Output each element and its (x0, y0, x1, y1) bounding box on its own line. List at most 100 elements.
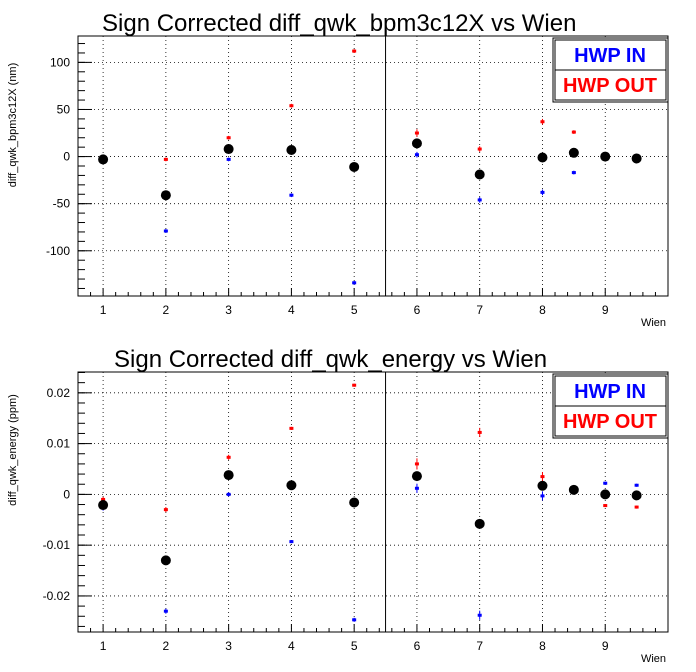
y-tick-label: -0.02 (43, 589, 71, 603)
average-point (631, 153, 642, 164)
y-axis-label-1: diff_qwk_bpm3c12X (nm) (7, 63, 19, 188)
hwp-out-point (163, 157, 168, 161)
hwp-in-point (414, 486, 419, 490)
chart-panel-1: Sign Corrected diff_qwk_bpm3c12X vs Wien… (7, 10, 669, 329)
average-point (537, 152, 548, 163)
y-tick-label: 50 (57, 102, 71, 116)
hwp-in-point (603, 481, 608, 485)
x-tick-label: 2 (163, 639, 170, 653)
hwp-in-point (540, 494, 545, 498)
hwp-out-point (414, 462, 419, 466)
legend-entry-box-out-1 (554, 69, 667, 101)
average-point (349, 161, 360, 172)
average-point (223, 470, 234, 481)
hwp-in-point (477, 198, 482, 202)
legend-1: HWP IN HWP OUT (552, 37, 669, 103)
chart-title-2: Sign Corrected diff_qwk_energy vs Wien (114, 346, 547, 373)
x-axis-label-1: Wien (641, 317, 666, 329)
hwp-in-point (352, 618, 357, 622)
hwp-in-point (289, 193, 294, 197)
average-point (600, 489, 611, 500)
legend-entry-box-in-1 (554, 39, 667, 71)
x-tick-label: 1 (100, 639, 107, 653)
average-point (474, 169, 485, 180)
hwp-out-point (226, 455, 231, 459)
hwp-out-point (477, 147, 482, 151)
hwp-in-point (163, 229, 168, 233)
x-tick-label: 1 (100, 303, 107, 317)
hwp-out-point (540, 120, 545, 124)
hwp-in-point (414, 153, 419, 157)
hwp-in-point (226, 157, 231, 161)
hwp-out-point (477, 430, 482, 434)
x-tick-label: 9 (602, 303, 609, 317)
markers-1 (98, 49, 642, 285)
x-tick-label: 7 (476, 639, 483, 653)
x-tick-label: 6 (414, 639, 421, 653)
average-point (600, 151, 611, 162)
y-tick-label: 0.02 (47, 386, 71, 400)
y-tick-label: 100 (50, 55, 70, 69)
hwp-in-point (540, 190, 545, 194)
chart-title-1: Sign Corrected diff_qwk_bpm3c12X vs Wien (102, 10, 576, 37)
y-tick-label: 0 (63, 150, 70, 164)
ticks-2: 1 2 3 4 5 6 7 8 9 0.02 0.01 0 -0.01 -0.02 (43, 372, 656, 653)
average-point (286, 480, 297, 491)
average-point (568, 147, 579, 158)
markers-2 (98, 383, 642, 622)
hwp-out-point (352, 49, 357, 53)
x-tick-label: 8 (539, 639, 546, 653)
average-point (411, 471, 422, 482)
average-point (98, 500, 109, 511)
average-point (160, 555, 171, 566)
hwp-out-point (163, 508, 168, 512)
legend-hwp-in-1: HWP IN (574, 45, 646, 67)
hwp-out-point (540, 475, 545, 479)
legend-hwp-in-2: HWP IN (574, 381, 646, 403)
hwp-out-point (226, 136, 231, 140)
legend-2: HWP IN HWP OUT (552, 373, 669, 439)
average-point (631, 490, 642, 501)
average-point (568, 484, 579, 495)
hwp-in-point (352, 281, 357, 285)
chart-panel-2: Sign Corrected diff_qwk_energy vs Wien 1… (7, 346, 669, 665)
hwp-out-point (571, 130, 576, 134)
x-tick-label: 5 (351, 639, 358, 653)
average-point (98, 154, 109, 165)
grid-2 (78, 372, 668, 632)
average-point (537, 480, 548, 491)
average-point (474, 518, 485, 529)
hwp-in-point (226, 492, 231, 496)
hwp-in-point (289, 540, 294, 544)
x-tick-label: 4 (288, 303, 295, 317)
x-tick-label: 8 (539, 303, 546, 317)
hwp-out-point (603, 504, 608, 508)
x-tick-label: 3 (225, 303, 232, 317)
x-tick-label: 5 (351, 303, 358, 317)
hwp-out-point (414, 131, 419, 135)
x-axis-label-2: Wien (641, 653, 666, 665)
legend-hwp-out-2: HWP OUT (563, 411, 657, 433)
x-tick-label: 7 (476, 303, 483, 317)
average-point (286, 144, 297, 155)
y-axis-label-2: diff_qwk_energy (ppm) (7, 394, 19, 506)
average-point (223, 144, 234, 155)
x-tick-label: 6 (414, 303, 421, 317)
y-tick-label: 0.01 (47, 437, 71, 451)
x-tick-label: 9 (602, 639, 609, 653)
legend-entry-box-out-2 (554, 405, 667, 437)
plot-frame-2 (77, 371, 669, 633)
y-tick-label: -0.01 (43, 538, 71, 552)
legend-hwp-out-1: HWP OUT (563, 75, 657, 97)
hwp-out-point (352, 383, 357, 387)
average-point (411, 138, 422, 149)
y-tick-label: -50 (53, 197, 71, 211)
grid-1 (78, 36, 668, 296)
hwp-in-point (634, 483, 639, 487)
x-tick-label: 4 (288, 639, 295, 653)
x-tick-label: 2 (163, 303, 170, 317)
y-tick-label: 0 (63, 487, 70, 501)
average-point (160, 190, 171, 201)
hwp-out-point (101, 497, 106, 501)
